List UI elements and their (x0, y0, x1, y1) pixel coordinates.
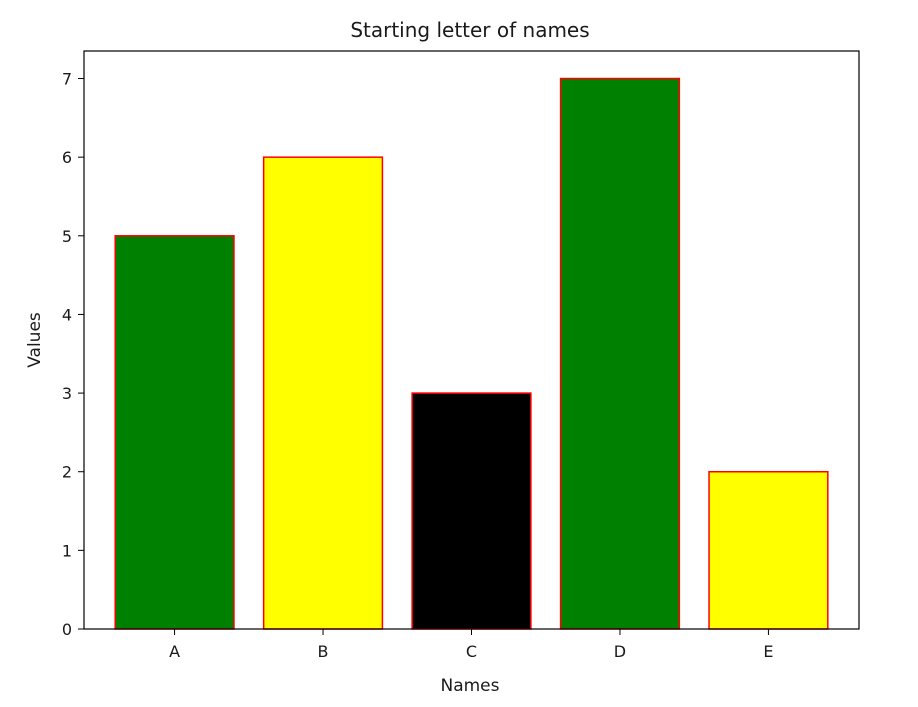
y-axis-ticks: 0 1 2 3 4 5 6 7 (62, 70, 84, 639)
y-tick-label: 2 (62, 463, 72, 482)
y-tick-label: 3 (62, 384, 72, 403)
bar-B (262, 156, 384, 630)
y-tick-label: 1 (62, 541, 72, 560)
x-tick-label: D (614, 642, 626, 661)
x-tick-label: A (169, 642, 180, 661)
y-tick-label: 4 (62, 305, 72, 324)
x-axis-label: Names (440, 676, 499, 696)
x-axis-ticks: A B C D E (169, 629, 773, 661)
y-tick-label: 6 (62, 148, 72, 167)
bar-E (708, 470, 829, 630)
x-tick-label: C (466, 642, 477, 661)
plot-area-frame (83, 50, 860, 630)
y-tick-label: 7 (62, 70, 72, 89)
y-tick-label: 5 (62, 227, 72, 246)
y-tick-label: 0 (62, 620, 72, 639)
chart-title: Starting letter of names (350, 18, 589, 42)
x-tick-label: E (763, 642, 773, 661)
bar-A (114, 235, 235, 630)
bar-D (559, 77, 681, 630)
y-axis-label: Values (25, 312, 45, 368)
bars-group (114, 77, 829, 630)
bar-C (411, 392, 532, 630)
x-tick-label: B (318, 642, 329, 661)
